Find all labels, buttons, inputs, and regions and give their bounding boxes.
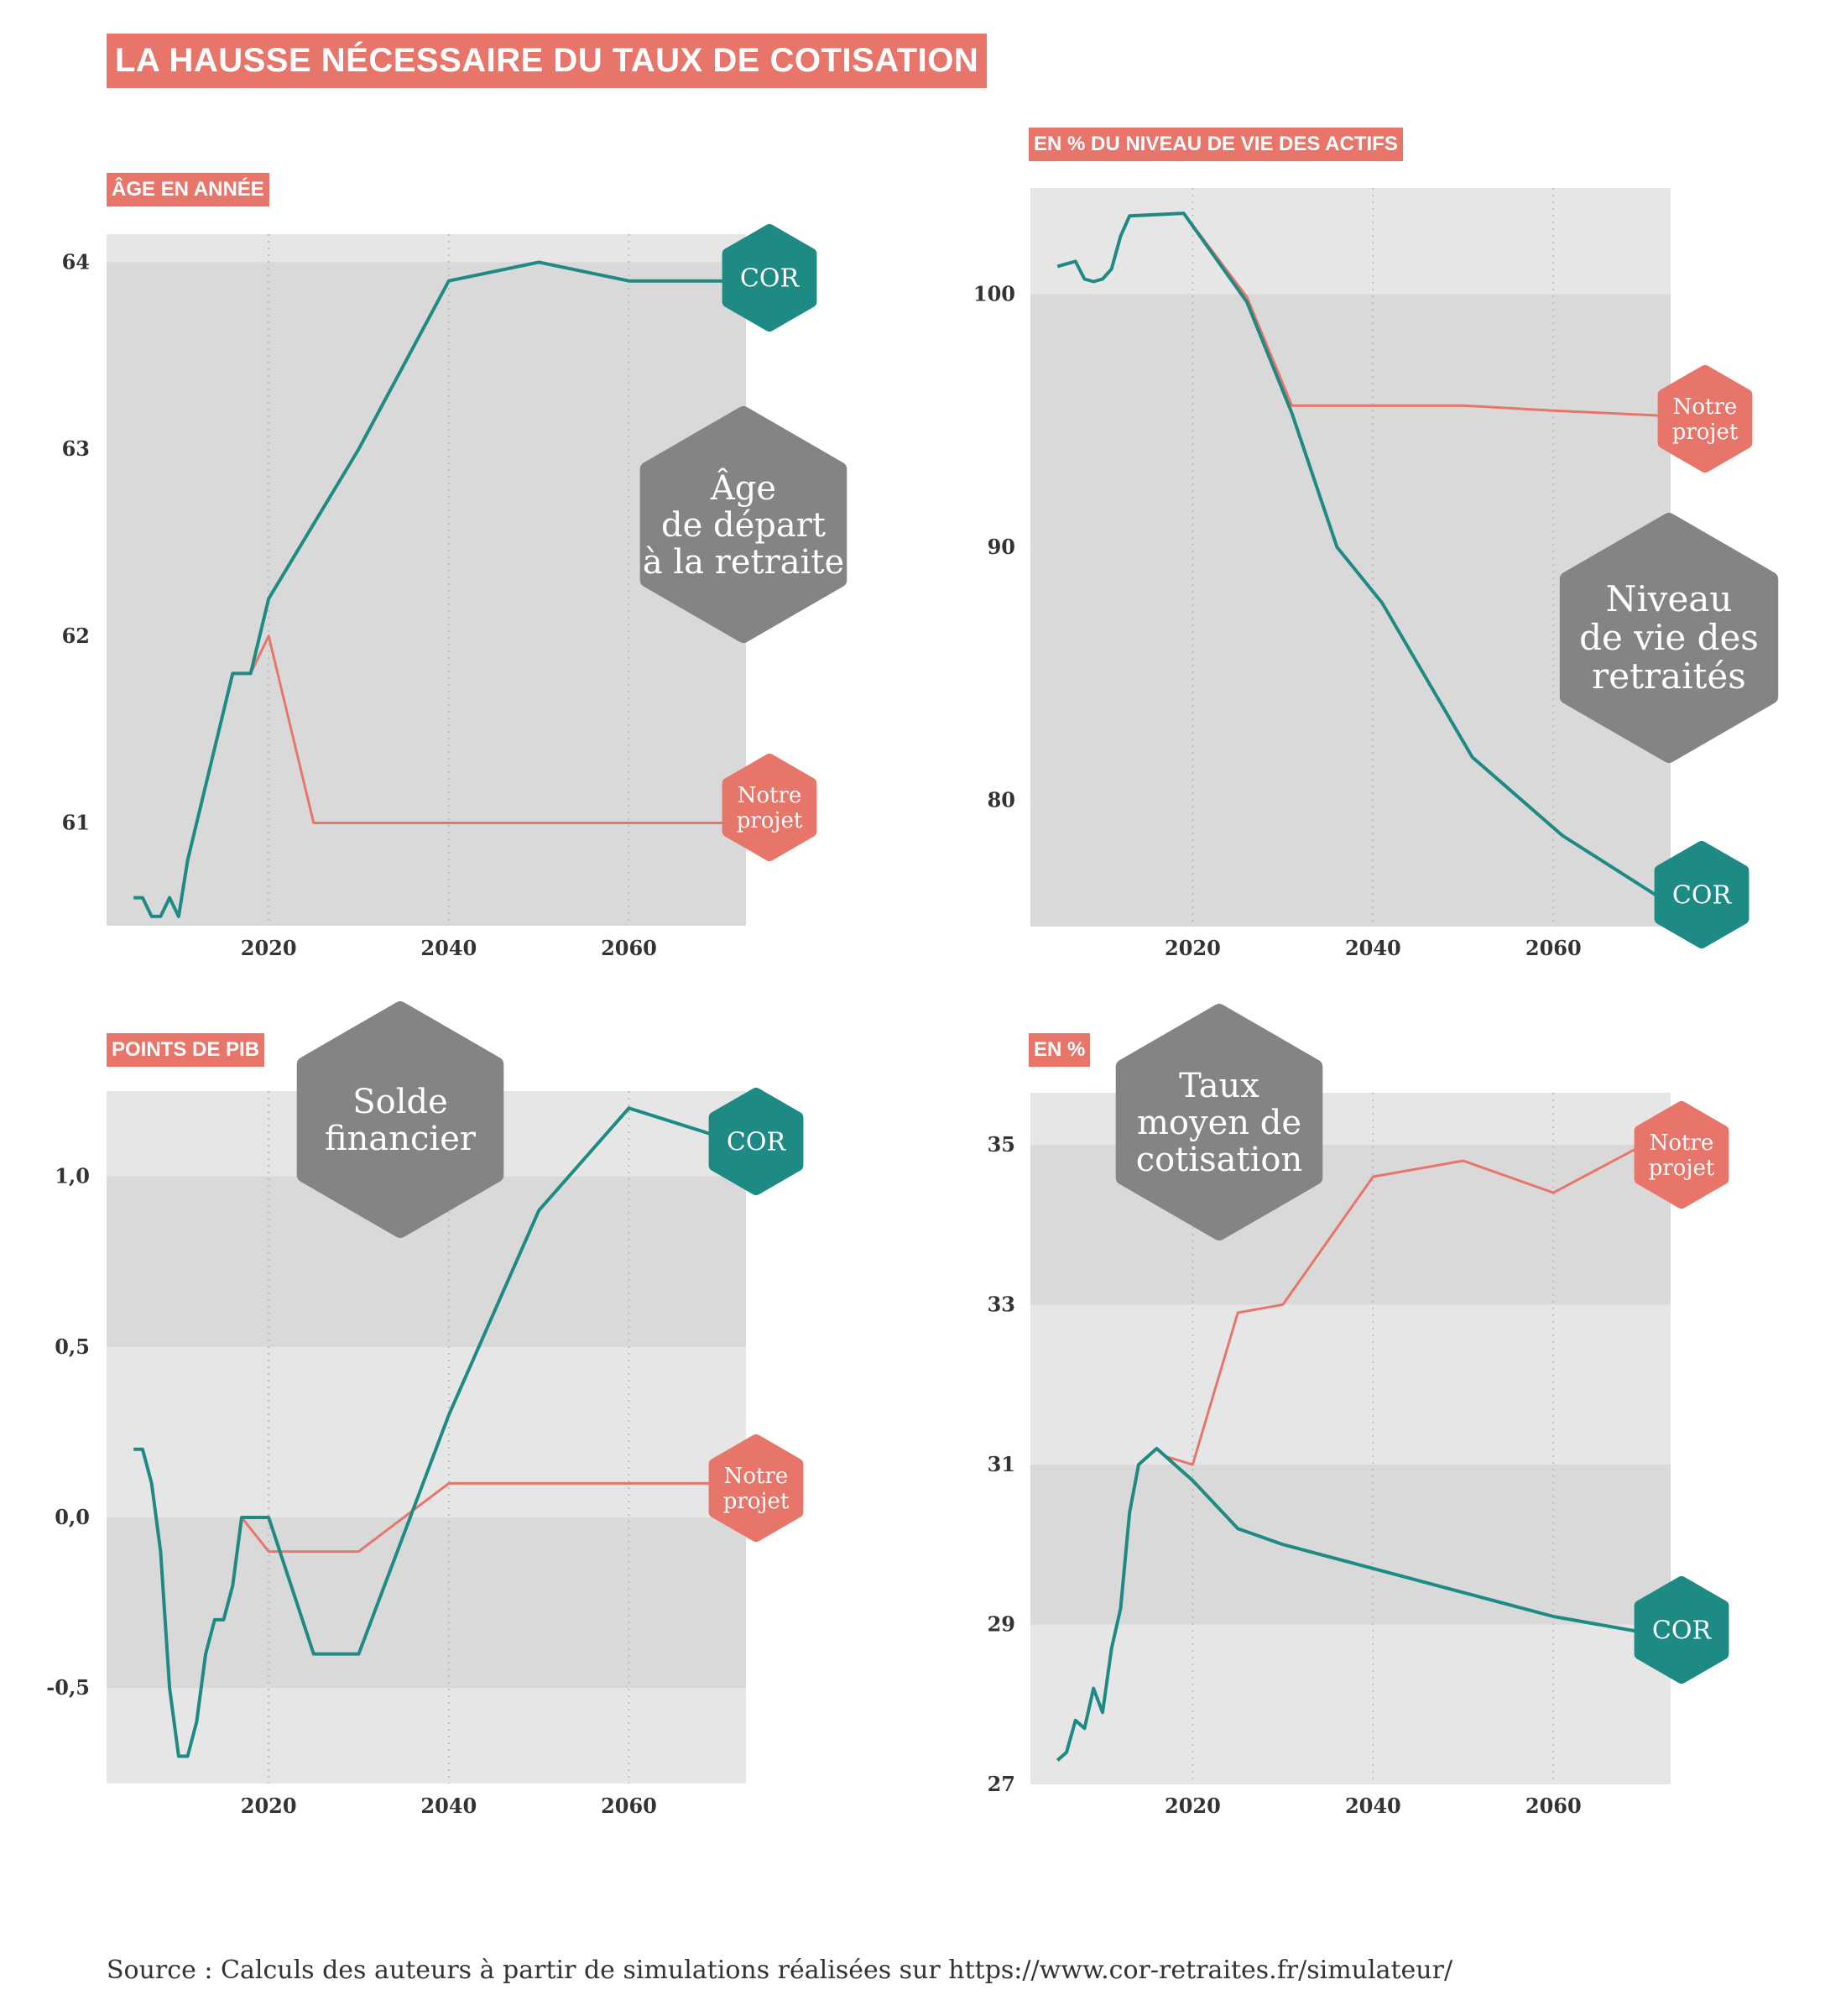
panel-label-text: moyen de <box>1137 1104 1301 1142</box>
badge-notre-projet <box>722 754 817 861</box>
panel-label-text: de vie des <box>1579 617 1759 658</box>
series-line-cor <box>133 1106 738 1758</box>
series-line-notre-projet <box>249 635 738 824</box>
x-tick-label: 2040 <box>1345 936 1401 960</box>
x-tick-label: 2020 <box>241 1794 297 1818</box>
series-line-cor <box>133 260 738 918</box>
panel-label-text: Niveau <box>1606 578 1733 619</box>
panel-label-text: à la retraite <box>643 543 844 582</box>
badge-text: COR <box>1652 1616 1713 1646</box>
badge-notre-projet <box>1634 1101 1729 1209</box>
panel-label-text: Solde <box>352 1083 448 1121</box>
badge-text: COR <box>740 264 800 294</box>
panel-label-hexagon <box>639 406 847 643</box>
x-tick-label: 2040 <box>420 936 477 960</box>
badge-notre-projet <box>708 1434 804 1542</box>
y-tick-label: 62 <box>62 624 90 648</box>
grid-band <box>107 449 746 636</box>
series-line-cor <box>1056 212 1663 901</box>
badge-text: Notre <box>724 1464 789 1489</box>
y-tick-label: 29 <box>988 1611 1015 1636</box>
y-tick-label: 63 <box>62 436 90 461</box>
panel-2-unit-label: EN % DU NIVEAU DE VIE DES ACTIFS <box>1029 128 1403 161</box>
badge-text: projet <box>1672 420 1739 445</box>
x-tick-label: 2020 <box>1165 936 1221 960</box>
series-line-notre-projet <box>1182 212 1662 417</box>
y-tick-label: 100 <box>973 282 1015 306</box>
y-tick-label: 0,5 <box>55 1334 90 1359</box>
y-tick-label: 35 <box>988 1132 1015 1157</box>
panel-label-text: Âge <box>710 468 776 508</box>
y-tick-label: 90 <box>988 535 1015 559</box>
y-tick-label: 64 <box>62 249 90 274</box>
badge-notre-projet <box>1657 365 1753 473</box>
source-note: Source : Calculs des auteurs à partir de… <box>107 1956 1453 1985</box>
grid-band <box>107 262 746 450</box>
panel-label-text: de départ <box>661 506 826 545</box>
y-tick-label: 33 <box>988 1292 1015 1316</box>
badge-text: projet <box>1649 1156 1715 1181</box>
badge-cor <box>722 224 817 332</box>
panel-label-text: financier <box>325 1120 477 1158</box>
main-title: LA HAUSSE NÉCESSAIRE DU TAUX DE COTISATI… <box>107 34 988 88</box>
x-tick-label: 2060 <box>1525 1794 1582 1818</box>
y-tick-label: 0,0 <box>55 1505 90 1529</box>
series-line-cor <box>1056 1446 1645 1762</box>
grid-band <box>107 635 746 823</box>
grid-band <box>107 1517 746 1689</box>
badge-cor <box>1654 841 1750 948</box>
panel-label-hexagon <box>296 1001 504 1238</box>
panel-1-unit-label: ÂGE EN ANNÉE <box>107 173 269 206</box>
badge-cor <box>1634 1576 1729 1684</box>
x-tick-label: 2060 <box>1525 936 1582 960</box>
panel-label-text: Taux <box>1179 1067 1259 1105</box>
x-tick-label: 2060 <box>601 936 657 960</box>
badge-text: COR <box>1672 881 1733 911</box>
badge-text: Notre <box>1650 1131 1714 1156</box>
badge-text: projet <box>723 1489 790 1514</box>
panel-label-text: cotisation <box>1136 1141 1302 1179</box>
x-tick-label: 2040 <box>420 1794 477 1818</box>
badge-text: Notre <box>738 783 802 808</box>
panel-3-unit-label: POINTS DE PIB <box>107 1033 265 1067</box>
y-tick-label: -0,5 <box>46 1675 90 1700</box>
panel-4-unit-label: EN % <box>1029 1033 1091 1067</box>
badge-text: Notre <box>1673 394 1738 420</box>
y-tick-label: 27 <box>988 1772 1015 1796</box>
panel-label-hexagon <box>1115 1004 1323 1240</box>
grid-band <box>1030 294 1671 547</box>
series-line-notre-projet <box>240 1481 738 1554</box>
panel-label-text: retraités <box>1592 655 1746 697</box>
y-tick-label: 80 <box>988 787 1015 812</box>
grid-band <box>107 823 746 926</box>
x-tick-label: 2040 <box>1345 1794 1401 1818</box>
x-tick-label: 2060 <box>601 1794 657 1818</box>
badge-text: projet <box>737 808 803 833</box>
x-tick-label: 2020 <box>1165 1794 1221 1818</box>
y-tick-label: 61 <box>62 811 90 835</box>
x-tick-label: 2020 <box>241 936 297 960</box>
grid-band <box>1030 1464 1671 1625</box>
series-line-notre-projet <box>1165 1143 1645 1466</box>
badge-cor <box>708 1088 804 1195</box>
badge-text: COR <box>727 1128 787 1157</box>
panel-label-hexagon <box>1559 513 1779 763</box>
y-tick-label: 31 <box>988 1452 1015 1476</box>
y-tick-label: 1,0 <box>55 1164 90 1188</box>
grid-band <box>1030 800 1671 927</box>
